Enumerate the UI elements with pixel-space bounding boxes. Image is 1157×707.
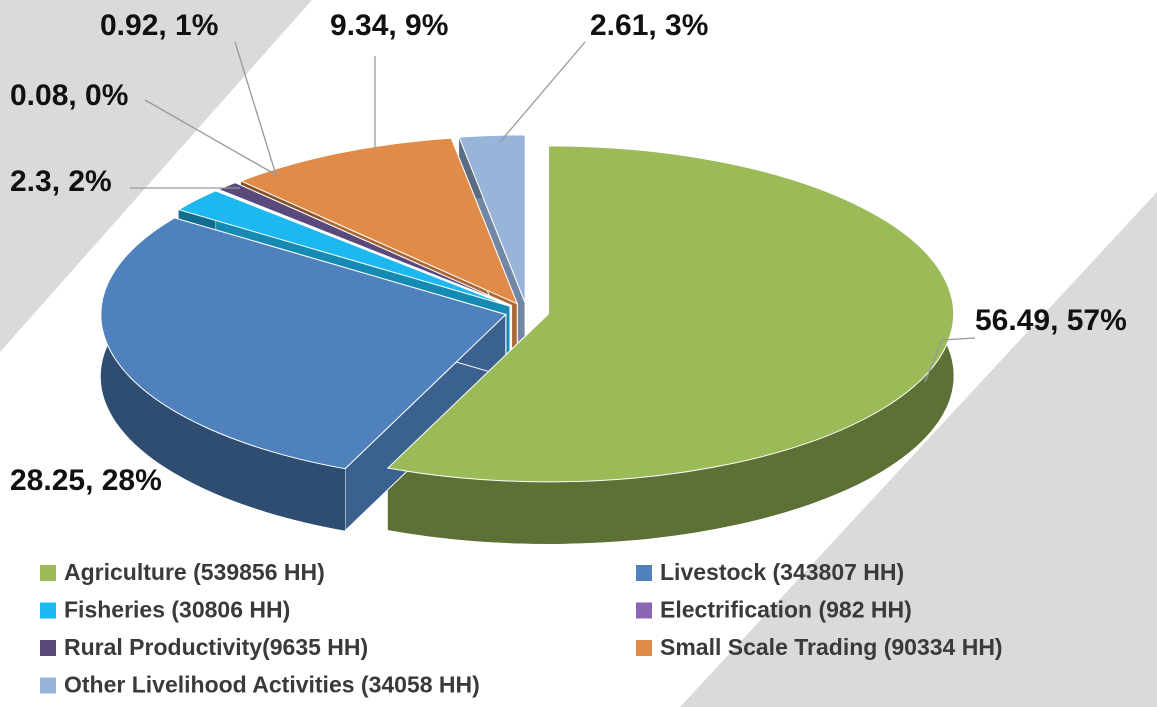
legend-label: Small Scale Trading (90334 HH) bbox=[660, 634, 1003, 660]
pie-slice bbox=[458, 134, 526, 304]
legend: Agriculture (539856 HH) Livestock (343807… bbox=[40, 559, 1003, 698]
data-label: 2.3, 2% bbox=[10, 165, 112, 198]
slice-tops bbox=[100, 134, 955, 483]
legend-swatch bbox=[636, 565, 652, 581]
legend-swatch bbox=[40, 640, 56, 656]
data-label: 56.49, 57% bbox=[975, 304, 1127, 337]
legend-label: Livestock (343807 HH) bbox=[660, 559, 904, 585]
pie-slice bbox=[239, 137, 519, 305]
pie-slice bbox=[217, 182, 512, 306]
legend-label: Agriculture (539856 HH) bbox=[64, 559, 325, 585]
data-label: 0.08, 0% bbox=[10, 79, 128, 112]
data-label: 0.92, 1% bbox=[100, 9, 218, 42]
leader-line bbox=[499, 41, 586, 143]
data-label: 28.25, 28% bbox=[10, 464, 162, 497]
legend-swatch bbox=[40, 602, 56, 619]
legend-swatch bbox=[40, 565, 56, 581]
data-labels: 56.49, 57% 28.25, 28% 2.3, 2% 0.08, 0% 0.92,… bbox=[10, 9, 1127, 497]
legend-swatch bbox=[636, 602, 652, 619]
legend-label: Fisheries (30806 HH) bbox=[64, 597, 290, 623]
data-label: 2.61, 3% bbox=[590, 9, 708, 42]
leader-line bbox=[144, 99, 279, 177]
legend-swatch bbox=[636, 640, 652, 656]
pie-slice bbox=[386, 145, 955, 483]
leader-line bbox=[924, 337, 976, 383]
pie-slice bbox=[100, 217, 507, 470]
leader-line bbox=[234, 41, 277, 176]
pie-slice bbox=[177, 190, 511, 307]
legend-label: Other Livelihood Activities (34058 HH) bbox=[64, 672, 480, 698]
legend-swatch bbox=[40, 677, 56, 694]
background-band bbox=[0, 0, 312, 352]
data-label: 9.34, 9% bbox=[330, 9, 448, 42]
background-band bbox=[680, 192, 1157, 707]
legend-label: Rural Productivity(9635 HH) bbox=[64, 634, 368, 660]
legend-label: Electrification (982 HH) bbox=[660, 597, 912, 623]
slice-wall bbox=[100, 217, 346, 531]
